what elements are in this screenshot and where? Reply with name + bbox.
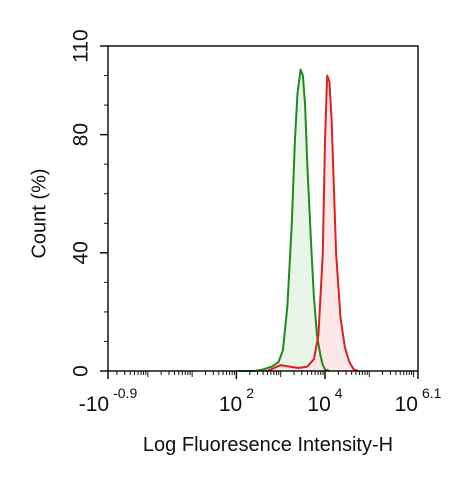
y-axis-title: Count (%) <box>28 168 50 258</box>
y-tick-label: 80 <box>70 123 93 146</box>
series-2-line <box>266 74 359 372</box>
x-tick-label: 10 2 <box>219 385 254 416</box>
y-tick-label: 110 <box>70 29 93 62</box>
y-tick-label: 40 <box>70 241 93 264</box>
x-tick-label: 10 6.1 <box>395 385 442 416</box>
plot-frame <box>107 45 419 372</box>
x-tick-label: 10 4 <box>307 385 342 416</box>
series-1-area <box>238 69 330 371</box>
y-tick-label: 0 <box>70 365 93 377</box>
series-1-line <box>238 68 330 372</box>
series-2-area <box>267 75 359 371</box>
x-tick-label: -10 -0.9 <box>79 385 138 416</box>
x-axis-title: Log Fluoresence Intensity-H <box>143 434 393 456</box>
